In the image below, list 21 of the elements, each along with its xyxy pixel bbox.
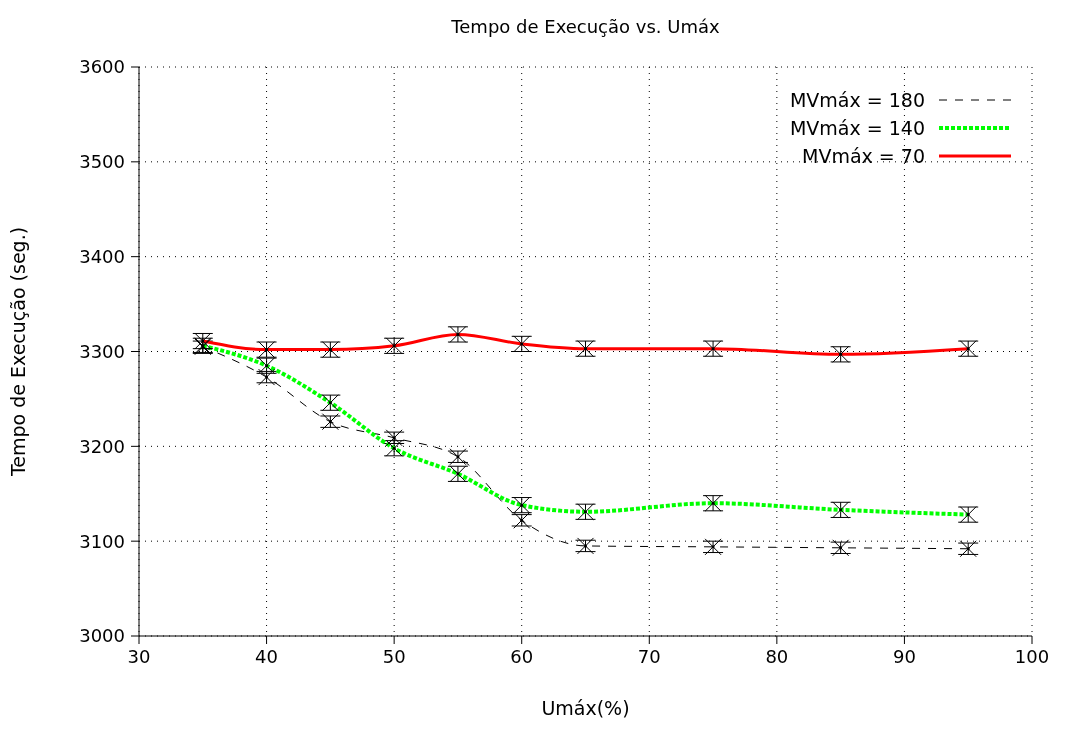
x-axis-title: Umáx(%) (541, 697, 630, 719)
x-tick-label: 70 (637, 645, 661, 667)
x-tick-label: 30 (127, 645, 151, 667)
y-tick-label: 3500 (79, 151, 125, 173)
x-tick-label: 40 (255, 645, 279, 667)
y-tick-label: 3300 (79, 340, 125, 362)
y-axis-title: Tempo de Execução (seg.) (6, 226, 29, 478)
y-tick-label: 3000 (79, 625, 125, 647)
legend-label: MVmáx = 70 (802, 145, 925, 167)
x-tick-label: 60 (510, 645, 534, 667)
legend-label: MVmáx = 140 (789, 117, 925, 139)
chart-title: Tempo de Execução vs. Umáx (450, 16, 721, 37)
y-tick-label: 3400 (79, 246, 125, 268)
legend-label: MVmáx = 180 (789, 89, 925, 111)
x-tick-label: 80 (765, 645, 789, 667)
x-tick-label: 50 (382, 645, 406, 667)
y-tick-label: 3100 (79, 530, 125, 552)
x-tick-label: 90 (892, 645, 916, 667)
y-tick-label: 3200 (79, 435, 125, 457)
y-tick-label: 3600 (79, 56, 125, 78)
x-tick-label: 100 (1014, 645, 1050, 667)
